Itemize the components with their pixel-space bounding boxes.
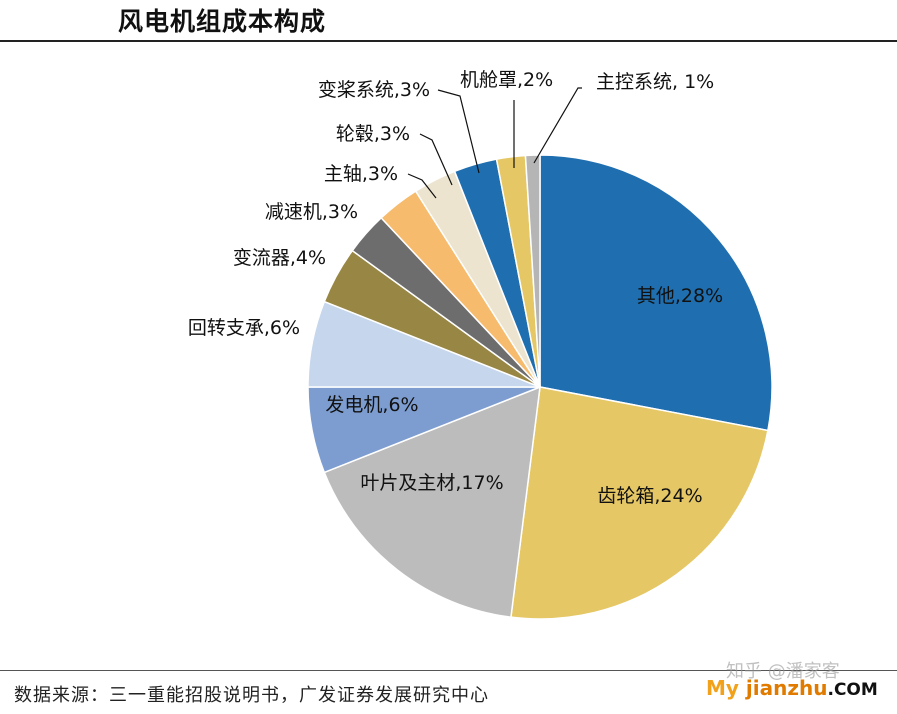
slice-label-6: 减速机,3% <box>265 201 358 223</box>
footer-divider <box>0 670 897 671</box>
watermark-logo: My jianzhu.COM <box>706 676 878 700</box>
leader-line-8 <box>419 133 453 186</box>
slice-label-0: 其他,28% <box>637 285 723 307</box>
leader-line-9 <box>437 89 480 174</box>
watermark-zhihu-text: 知乎 @潘家客 <box>726 661 840 682</box>
watermark-jianzhu: jianzhu <box>738 676 828 700</box>
leader-line-7 <box>407 173 437 199</box>
slice-label-2: 叶片及主材,17% <box>360 472 503 494</box>
slice-label-3: 发电机,6% <box>325 394 418 416</box>
pie-slice-2 <box>323 385 541 619</box>
slice-label-9: 变桨系统,3% <box>318 79 430 101</box>
slice-label-5: 变流器,4% <box>233 247 326 269</box>
leader-line-11 <box>533 87 582 164</box>
pie-slice-0 <box>539 154 773 432</box>
slice-label-7: 主轴,3% <box>324 163 398 185</box>
slice-label-11: 主控系统, 1% <box>596 71 714 93</box>
slice-label-10: 机舱罩,2% <box>460 69 553 91</box>
pie-slice-11 <box>524 154 541 388</box>
pie-chart: 其他,28% 齿轮箱,24% 叶片及主材,17% 发电机,6% 回转支承,6% 变流器,4… <box>188 69 773 620</box>
title-divider <box>0 40 897 42</box>
watermark-com: .COM <box>827 680 878 700</box>
slice-label-1: 齿轮箱,24% <box>597 485 702 507</box>
watermark-my: My <box>706 676 739 700</box>
slice-label-8: 轮毂,3% <box>336 123 410 145</box>
chart-title: 风电机组成本构成 <box>118 7 327 36</box>
slice-label-4: 回转支承,6% <box>188 317 300 339</box>
pie-slice-1 <box>510 386 769 620</box>
source-note: 数据来源：三一重能招股说明书，广发证券发展研究中心 <box>14 685 489 706</box>
watermark: 知乎 @潘家客 My jianzhu.COM <box>706 661 878 700</box>
